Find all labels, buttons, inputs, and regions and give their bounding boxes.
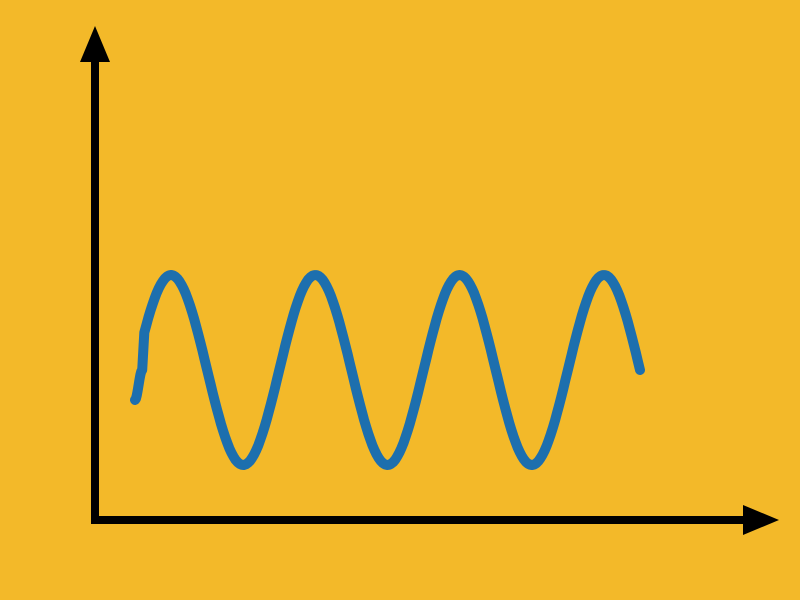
wave-chart xyxy=(0,0,800,600)
chart-background xyxy=(0,0,800,600)
